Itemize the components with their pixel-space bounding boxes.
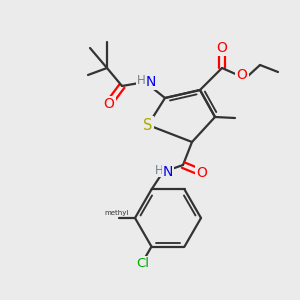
Text: N: N: [146, 75, 156, 89]
Text: O: O: [237, 68, 248, 82]
Text: O: O: [217, 41, 227, 55]
Text: S: S: [143, 118, 153, 133]
Text: methyl: methyl: [104, 210, 129, 216]
Text: O: O: [103, 97, 114, 111]
Text: H: H: [136, 74, 146, 86]
Text: O: O: [196, 166, 207, 180]
Text: N: N: [163, 165, 173, 179]
Text: Cl: Cl: [136, 257, 149, 270]
Text: H: H: [154, 164, 164, 176]
